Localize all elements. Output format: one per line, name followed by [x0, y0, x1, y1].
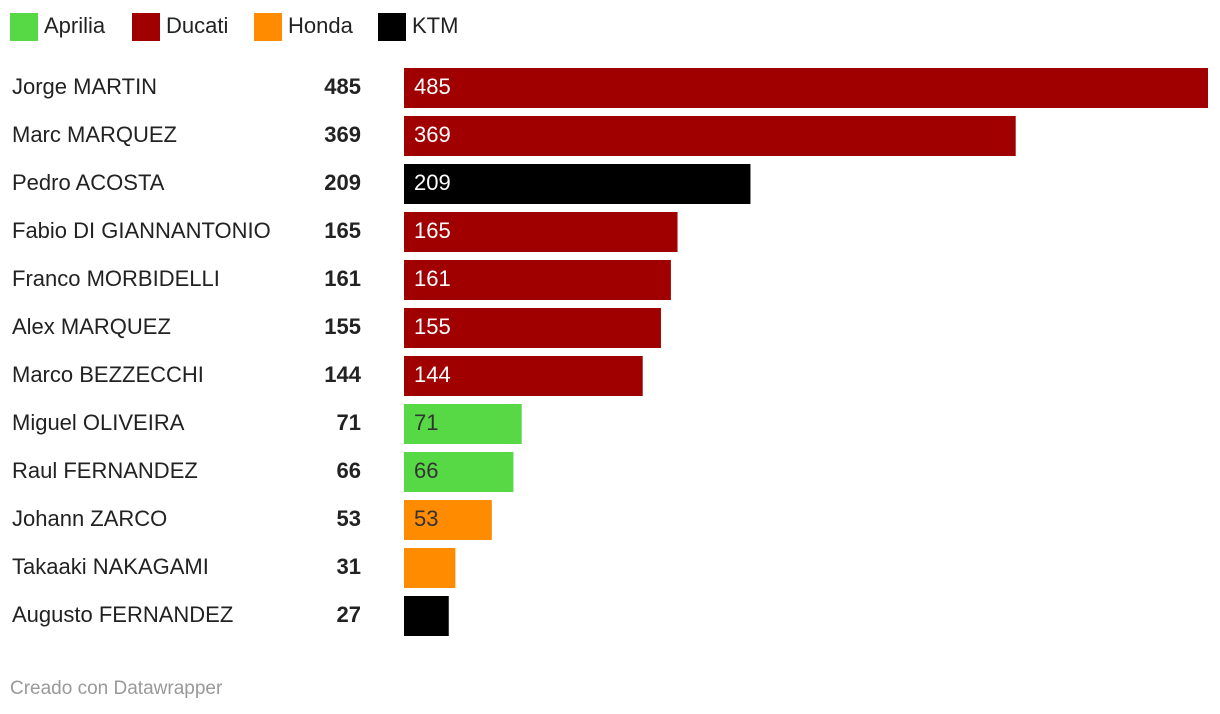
bar	[404, 212, 678, 252]
bar	[404, 548, 456, 588]
row-label: Franco MORBIDELLI	[12, 266, 220, 291]
row-label: Takaaki NAKAGAMI	[12, 554, 209, 579]
row-label: Jorge MARTIN	[12, 74, 157, 99]
legend-label: Honda	[288, 13, 354, 38]
row-label: Miguel OLIVEIRA	[12, 410, 185, 435]
footer: Creado con Datawrapper	[10, 678, 223, 699]
bar	[404, 356, 643, 396]
value-label: 66	[337, 458, 361, 483]
bar	[404, 452, 514, 492]
value-label: 209	[324, 170, 361, 195]
bar	[404, 116, 1016, 156]
value-label: 53	[337, 506, 361, 531]
row-label: Augusto FERNANDEZ	[12, 602, 233, 627]
value-label: 155	[324, 314, 361, 339]
value-label: 27	[337, 602, 361, 627]
legend-label: KTM	[412, 13, 458, 38]
row-label: Johann ZARCO	[12, 506, 167, 531]
bar-label: 71	[414, 410, 438, 435]
bar-label: 369	[414, 122, 451, 147]
legend-label: Ducati	[166, 13, 228, 38]
bar-label: 155	[414, 314, 451, 339]
bar-label: 209	[414, 170, 451, 195]
row-label: Marco BEZZECCHI	[12, 362, 204, 387]
bar-label: 144	[414, 362, 451, 387]
legend-label: Aprilia	[44, 13, 106, 38]
legend-swatch	[132, 13, 160, 41]
bar-label: 161	[414, 266, 451, 291]
value-label: 71	[337, 410, 361, 435]
bar-label: 165	[414, 218, 451, 243]
bar-label: 66	[414, 458, 438, 483]
value-label: 144	[324, 362, 361, 387]
row-label: Alex MARQUEZ	[12, 314, 171, 339]
value-label: 31	[337, 554, 361, 579]
bar	[404, 68, 1208, 108]
bar-label: 53	[414, 506, 438, 531]
row-label: Pedro ACOSTA	[12, 170, 165, 195]
bar	[404, 308, 661, 348]
bar	[404, 164, 751, 204]
bar	[404, 596, 449, 636]
bar	[404, 500, 492, 540]
bar-label: 485	[414, 74, 451, 99]
value-label: 369	[324, 122, 361, 147]
bar	[404, 404, 522, 444]
bar	[404, 260, 671, 300]
value-label: 485	[324, 74, 361, 99]
value-label: 165	[324, 218, 361, 243]
row-label: Marc MARQUEZ	[12, 122, 177, 147]
value-label: 161	[324, 266, 361, 291]
row-label: Raul FERNANDEZ	[12, 458, 198, 483]
row-label: Fabio DI GIANNANTONIO	[12, 218, 271, 243]
legend-swatch	[254, 13, 282, 41]
legend-swatch	[10, 13, 38, 41]
legend-swatch	[378, 13, 406, 41]
